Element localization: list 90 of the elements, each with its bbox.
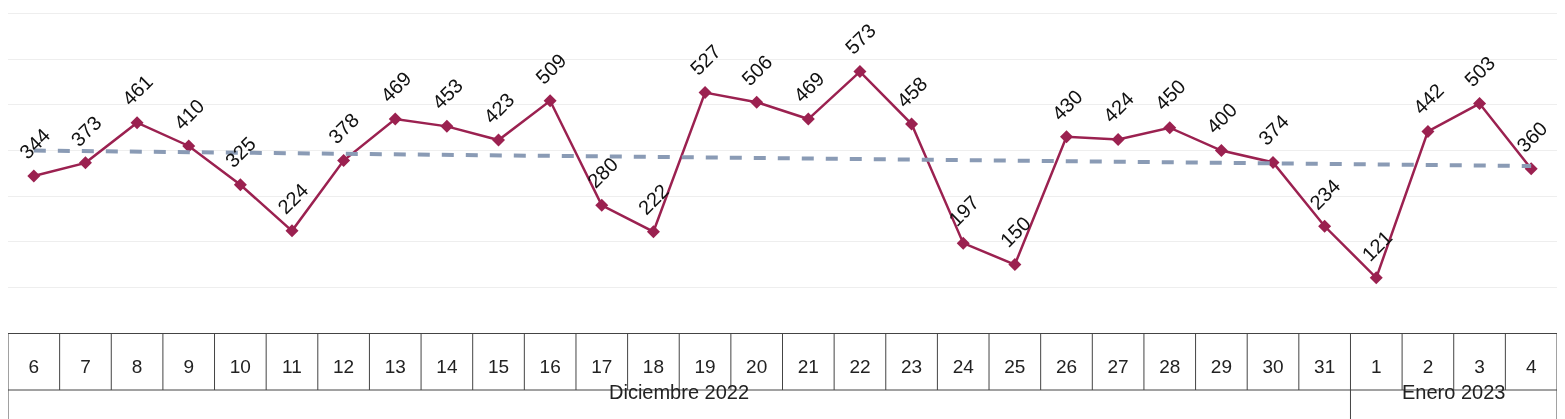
x-tick-label: 24 <box>952 355 975 377</box>
point <box>750 95 764 109</box>
data-label: 527 <box>685 40 725 80</box>
x-tick-label: 29 <box>1210 355 1232 377</box>
x-tick-label: 23 <box>901 355 923 377</box>
data-label: 121 <box>1357 226 1397 266</box>
data-label: 374 <box>1253 110 1294 150</box>
data-label: 197 <box>944 191 984 231</box>
point <box>440 119 454 133</box>
point <box>1473 97 1487 111</box>
point <box>130 116 144 130</box>
data-label: 430 <box>1047 85 1087 125</box>
x-tick-label: 6 <box>28 355 40 377</box>
point <box>1008 258 1022 272</box>
data-label: 424 <box>1098 87 1138 127</box>
x-tick-label: 9 <box>183 355 195 377</box>
x-tick-label: 1 <box>1370 355 1382 377</box>
point <box>1421 124 1435 138</box>
point <box>1111 133 1125 147</box>
x-tick-label: 15 <box>487 355 510 377</box>
point <box>853 65 867 79</box>
x-tick-label: 3 <box>1474 355 1485 377</box>
point <box>337 154 351 168</box>
point <box>285 224 299 238</box>
x-tick-label: 30 <box>1262 355 1284 377</box>
point <box>905 117 919 131</box>
data-label: 453 <box>427 74 468 114</box>
point <box>1318 219 1332 233</box>
x-tick-label: 27 <box>1107 355 1129 377</box>
data-label: 325 <box>220 132 260 172</box>
data-label: 224 <box>273 178 313 219</box>
data-label: 360 <box>1512 117 1552 157</box>
x-tick-label: 2 <box>1422 355 1434 377</box>
data-label: 503 <box>1459 51 1500 91</box>
data-label: 469 <box>376 67 416 107</box>
x-tick-label: 25 <box>1004 355 1026 377</box>
x-tick-label: 11 <box>282 355 302 377</box>
data-label: 400 <box>1201 98 1242 138</box>
x-tick-label: 13 <box>384 355 406 377</box>
x-tick-label: 17 <box>591 355 613 377</box>
x-tick-label: 14 <box>436 355 458 377</box>
point <box>801 112 815 126</box>
data-label: 150 <box>995 212 1035 252</box>
x-tick-label: 7 <box>80 355 91 377</box>
point <box>233 178 247 192</box>
point <box>78 156 92 170</box>
x-tick-label: 19 <box>694 355 716 377</box>
data-label: 506 <box>737 50 777 90</box>
text: Enero 2023 <box>1402 381 1506 403</box>
x-tick-label: 18 <box>642 355 664 377</box>
data-label: 410 <box>169 94 209 134</box>
data-label: 280 <box>582 152 623 193</box>
data-label: 442 <box>1408 79 1449 119</box>
point <box>388 112 402 126</box>
point <box>1163 121 1177 135</box>
x-tick-label: 10 <box>229 355 251 377</box>
x-tick-label: 28 <box>1159 355 1181 377</box>
point <box>543 94 557 108</box>
data-label: 378 <box>323 108 364 148</box>
point <box>1214 144 1228 158</box>
point <box>698 86 712 100</box>
x-tick-label: 8 <box>131 355 143 377</box>
data-label: 461 <box>117 70 157 110</box>
point <box>492 133 506 147</box>
x-tick-label: 16 <box>539 355 561 377</box>
point <box>956 236 970 250</box>
data-label: 469 <box>789 67 829 107</box>
point <box>1369 271 1383 285</box>
x-tick-label: 20 <box>746 355 768 377</box>
point <box>182 139 196 153</box>
x-tick-label: 4 <box>1525 355 1537 377</box>
data-label: 423 <box>479 88 519 128</box>
x-tick-label: 21 <box>797 355 819 377</box>
data-label: 458 <box>892 72 932 112</box>
point <box>595 198 609 212</box>
data-label: 234 <box>1305 174 1345 214</box>
point <box>646 225 660 239</box>
x-tick-label: 22 <box>849 355 871 377</box>
text: Diciembre 2022 <box>609 381 750 403</box>
data-label: 222 <box>633 179 673 219</box>
data-label: 450 <box>1150 75 1190 115</box>
point <box>1059 130 1073 144</box>
data-label: 509 <box>531 49 571 89</box>
data-label: 373 <box>66 111 106 151</box>
x-tick-label: 31 <box>1314 355 1336 377</box>
x-tick-label: 12 <box>333 355 355 377</box>
data-label: 573 <box>840 19 880 59</box>
x-tick-label: 26 <box>1055 355 1078 377</box>
point <box>27 169 41 183</box>
data-label: 344 <box>15 123 55 164</box>
